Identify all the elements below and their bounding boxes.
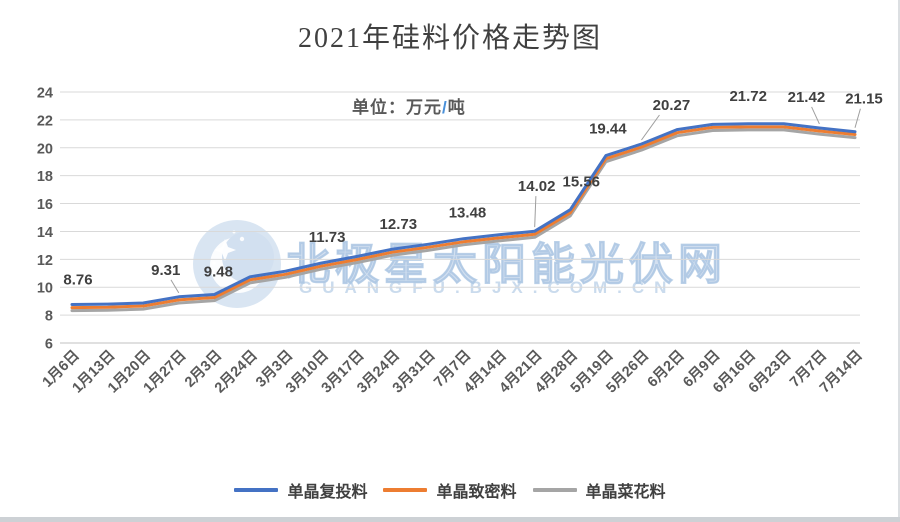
data-label: 14.02 [518, 178, 556, 195]
y-tick-label: 22 [37, 113, 53, 129]
label-leader-line [534, 196, 537, 228]
data-label: 20.27 [653, 97, 691, 114]
unit-label-text: 单位：万元 [352, 98, 442, 117]
unit-label-slash: / [442, 98, 448, 117]
x-tick-label: 6月2日 [644, 347, 688, 391]
label-leader-line [854, 108, 861, 128]
data-label: 9.31 [151, 262, 180, 279]
unit-label: 单位：万元/吨 [352, 93, 466, 118]
data-label: 9.48 [204, 263, 233, 280]
data-label: 11.73 [309, 229, 346, 246]
label-leader-line [170, 279, 180, 294]
series-line [70, 122, 857, 306]
series-line [70, 128, 857, 313]
page-bottom-edge [0, 517, 900, 522]
data-label: 21.15 [845, 91, 883, 108]
data-label: 12.73 [380, 216, 418, 233]
legend-label: 单晶复投料 [287, 484, 368, 501]
legend-item-futou: 单晶复投料 [234, 478, 367, 502]
legend-item-caihua: 单晶菜花料 [532, 478, 666, 502]
legend-item-zhimi: 单晶致密料 [383, 478, 517, 502]
y-tick-label: 24 [37, 86, 53, 102]
label-leader-line [641, 114, 660, 141]
label-leader-line [811, 106, 820, 125]
legend-swatch-gray [532, 488, 577, 492]
y-tick-label: 12 [37, 253, 53, 269]
data-label: 21.72 [729, 88, 767, 105]
y-tick-label: 20 [37, 141, 53, 157]
data-label: 13.48 [449, 205, 487, 222]
y-tick-label: 14 [37, 225, 53, 241]
y-tick-label: 8 [45, 309, 53, 325]
crescent-moon-logo-icon [193, 220, 281, 308]
unit-label-suffix: 吨 [447, 98, 466, 117]
data-label: 19.44 [589, 121, 627, 138]
legend-swatch-orange [383, 488, 428, 492]
chart-title: 2021年硅料价格走势图 [297, 23, 602, 54]
y-tick-label: 16 [37, 197, 53, 213]
data-label: 15.56 [562, 174, 600, 191]
y-tick-label: 6 [45, 337, 53, 353]
legend-label: 单晶菜花料 [585, 484, 666, 501]
watermark-title: 北极星太阳能光伏网 [286, 240, 727, 290]
legend-swatch-blue [234, 488, 279, 492]
legend-label: 单晶致密料 [436, 484, 517, 501]
data-label: 8.76 [63, 272, 92, 289]
page-right-edge [898, 0, 900, 522]
chart-legend: 单晶复投料 单晶致密料 单晶菜花料 [0, 478, 900, 502]
series-line [70, 125, 857, 310]
data-label: 21.42 [788, 89, 826, 106]
price-trend-line-chart: 6810121416182022241月6日1月13日1月20日1月27日2月3… [37, 86, 883, 397]
y-tick-label: 10 [37, 281, 53, 297]
y-tick-label: 18 [37, 169, 53, 185]
